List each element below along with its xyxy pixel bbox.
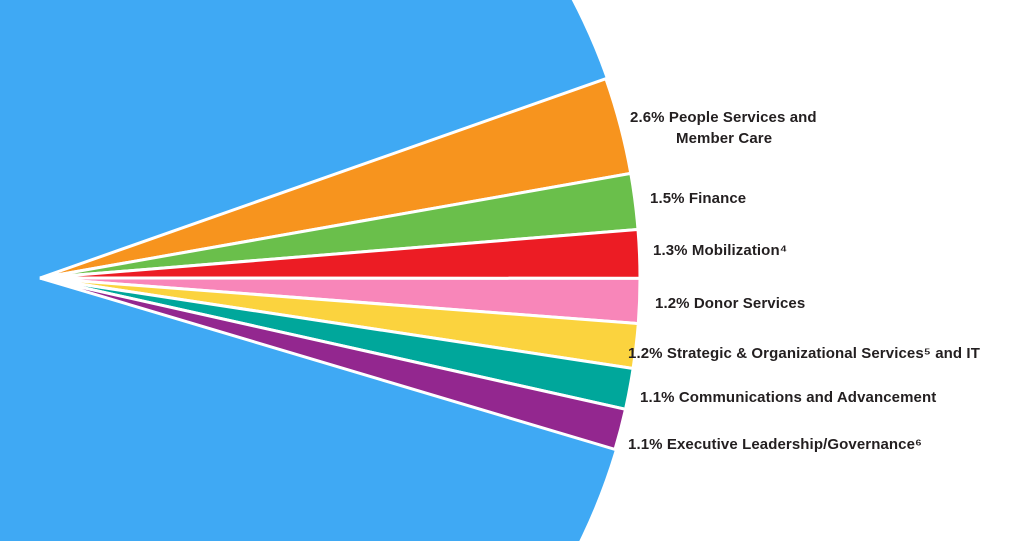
pie-slice-7 — [39, 276, 628, 452]
